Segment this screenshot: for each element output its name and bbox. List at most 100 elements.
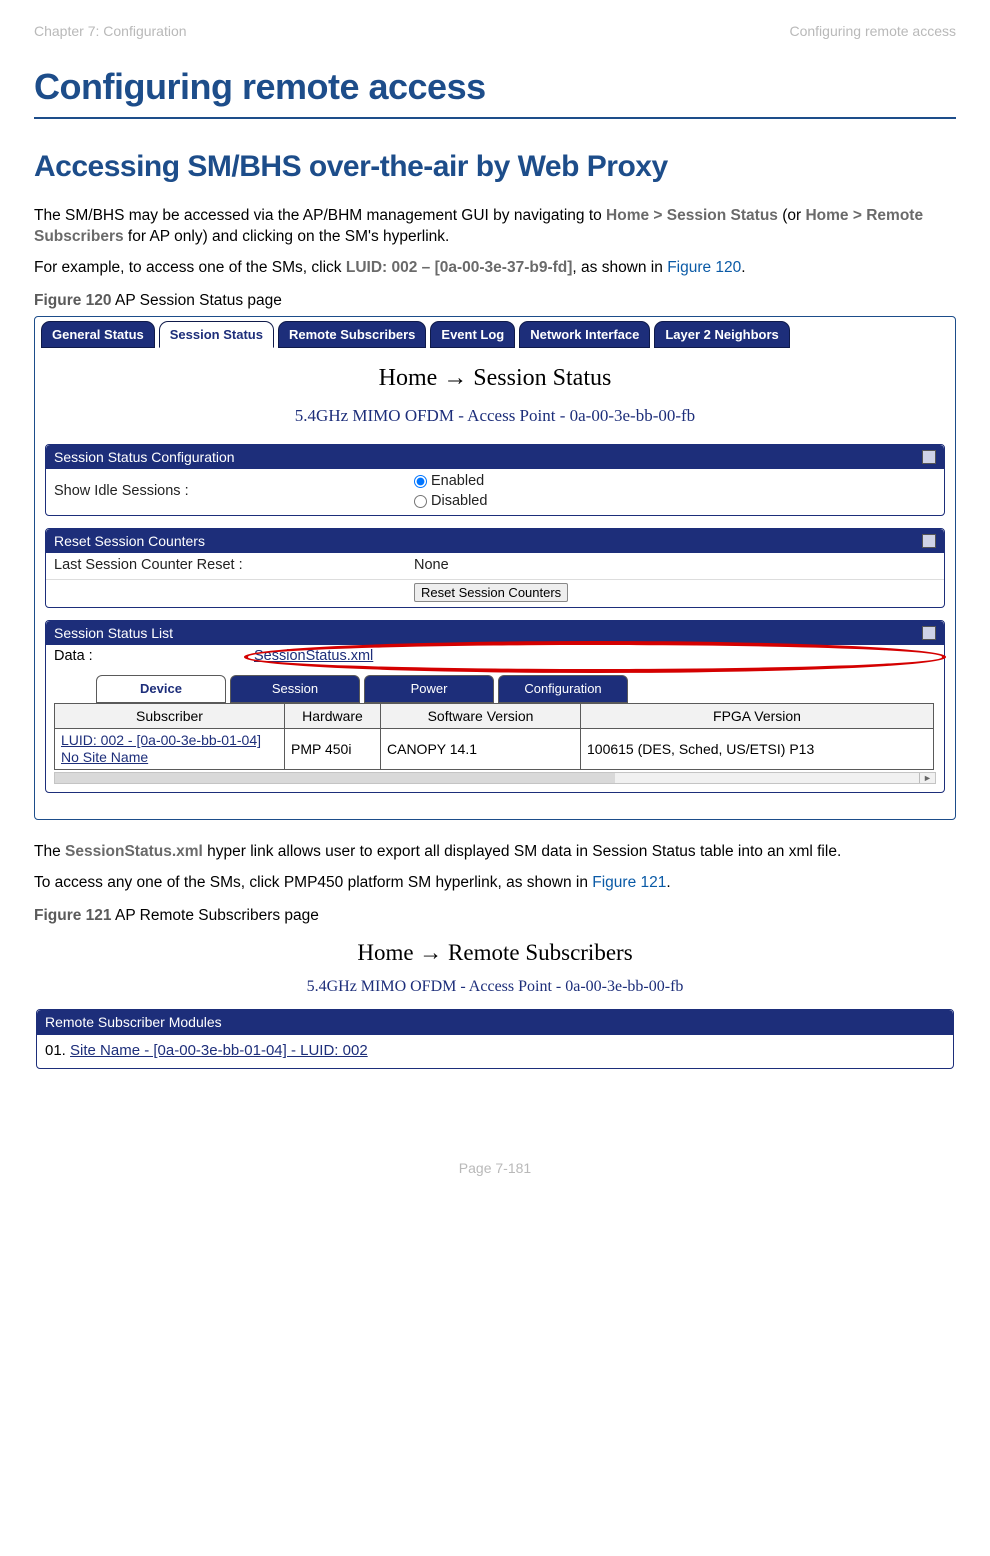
session-status-screenshot: General Status Session Status Remote Sub… xyxy=(34,316,956,820)
radio-enabled-input[interactable] xyxy=(414,475,427,488)
text: (or xyxy=(778,207,806,224)
row-index: 01. xyxy=(45,1042,66,1059)
panel-title: Remote Subscriber Modules xyxy=(45,1013,222,1032)
header-right: Configuring remote access xyxy=(789,22,956,41)
breadcrumb-home-2: Home xyxy=(805,207,848,224)
scroll-right-icon[interactable]: ► xyxy=(919,773,935,783)
tab-remote-subscribers[interactable]: Remote Subscribers xyxy=(278,321,426,349)
subscriber-luid-link[interactable]: LUID: 002 - [0a-00-3e-bb-01-04] xyxy=(61,732,278,749)
field-label: Show Idle Sessions : xyxy=(54,482,414,502)
text: hyper link allows user to export all dis… xyxy=(203,843,841,860)
cell-hardware: PMP 450i xyxy=(285,729,381,770)
radio-group: Enabled Disabled xyxy=(414,472,936,511)
col-subscriber: Subscriber xyxy=(55,703,285,729)
figure-120-link[interactable]: Figure 120 xyxy=(667,259,741,276)
cell-subscriber: LUID: 002 - [0a-00-3e-bb-01-04] No Site … xyxy=(55,729,285,770)
breadcrumb-session-status: Session Status xyxy=(667,207,778,224)
inner-tab-device[interactable]: Device xyxy=(96,675,226,703)
table-header-row: Subscriber Hardware Software Version FPG… xyxy=(55,703,934,729)
radio-disabled[interactable]: Disabled xyxy=(414,492,936,512)
luid-reference: LUID: 002 – [0a-00-3e-37-b9-fd] xyxy=(346,259,573,276)
tab-event-log[interactable]: Event Log xyxy=(430,321,515,349)
panel-header: Session Status Configuration xyxy=(46,445,944,470)
collapse-icon[interactable] xyxy=(922,450,936,464)
table-row: LUID: 002 - [0a-00-3e-bb-01-04] No Site … xyxy=(55,729,934,770)
field-value: None xyxy=(414,556,936,576)
collapse-icon[interactable] xyxy=(922,626,936,640)
col-software: Software Version xyxy=(381,703,581,729)
session-status-xml-link[interactable]: SessionStatus.xml xyxy=(254,648,373,664)
panel-reset-counters: Reset Session Counters Last Session Coun… xyxy=(45,528,945,608)
page-header: Chapter 7: Configuration Configuring rem… xyxy=(34,22,956,41)
reset-counters-button[interactable]: Reset Session Counters xyxy=(414,583,568,602)
top-tab-bar: General Status Session Status Remote Sub… xyxy=(39,317,951,349)
figure-text: AP Remote Subscribers page xyxy=(112,907,319,924)
figure-text: AP Session Status page xyxy=(112,292,282,309)
section-title: Configuring remote access xyxy=(34,63,956,112)
text: The SM/BHS may be accessed via the AP/BH… xyxy=(34,207,606,224)
panel-title: Session Status Configuration xyxy=(54,448,235,467)
radio-disabled-input[interactable] xyxy=(414,495,427,508)
tab-layer2-neighbors[interactable]: Layer 2 Neighbors xyxy=(654,321,789,349)
paragraph-4: To access any one of the SMs, click PMP4… xyxy=(34,873,956,894)
panel-title: Session Status List xyxy=(54,624,173,643)
paragraph-3: The SessionStatus.xml hyper link allows … xyxy=(34,842,956,863)
figure-label: Figure 120 xyxy=(34,292,112,309)
reset-button-row: Reset Session Counters xyxy=(46,579,944,607)
inner-tab-session[interactable]: Session xyxy=(230,675,360,703)
radio-label: Enabled xyxy=(431,473,484,489)
text: for AP only) and clicking on the SM's hy… xyxy=(124,228,450,245)
field-label: Data : xyxy=(54,647,254,667)
text: . xyxy=(741,259,745,276)
page-subhead: 5.4GHz MIMO OFDM - Access Point - 0a-00-… xyxy=(39,405,951,428)
remote-subscribers-screenshot: Home → Remote Subscribers 5.4GHz MIMO OF… xyxy=(34,937,956,1069)
breadcrumb-home: Home xyxy=(606,207,649,224)
cell-fpga: 100615 (DES, Sched, US/ETSI) P13 xyxy=(581,729,934,770)
session-table: Subscriber Hardware Software Version FPG… xyxy=(54,703,934,770)
col-hardware: Hardware xyxy=(285,703,381,729)
subsection-title: Accessing SM/BHS over-the-air by Web Pro… xyxy=(34,147,956,188)
breadcrumb-sep-2: > xyxy=(849,207,867,224)
show-idle-row: Show Idle Sessions : Enabled Disabled xyxy=(46,469,944,514)
subscriber-site-link[interactable]: No Site Name xyxy=(61,749,278,766)
intro-paragraph-2: For example, to access one of the SMs, c… xyxy=(34,258,956,279)
figure-121-caption: Figure 121 AP Remote Subscribers page xyxy=(34,906,956,927)
panel-session-status-config: Session Status Configuration Show Idle S… xyxy=(45,444,945,516)
radio-enabled[interactable]: Enabled xyxy=(414,472,936,492)
text: For example, to access one of the SMs, c… xyxy=(34,259,346,276)
col-fpga: FPGA Version xyxy=(581,703,934,729)
text: . xyxy=(666,874,670,891)
panel-session-status-list: Session Status List Data : SessionStatus… xyxy=(45,620,945,793)
section-rule xyxy=(34,117,956,119)
breadcrumb-sep: > xyxy=(649,207,667,224)
text: , as shown in xyxy=(572,259,667,276)
tab-general-status[interactable]: General Status xyxy=(41,321,155,349)
page-footer: Page 7-181 xyxy=(34,1159,956,1178)
tab-network-interface[interactable]: Network Interface xyxy=(519,321,650,349)
tab-session-status[interactable]: Session Status xyxy=(159,321,274,349)
rs-subhead: 5.4GHz MIMO OFDM - Access Point - 0a-00-… xyxy=(34,976,956,998)
rs-page-title: Home → Remote Subscribers xyxy=(34,937,956,968)
horizontal-scrollbar[interactable]: ◄ ► xyxy=(54,772,936,784)
inner-tab-configuration[interactable]: Configuration xyxy=(498,675,628,703)
scroll-thumb[interactable] xyxy=(55,773,615,783)
text: The xyxy=(34,843,65,860)
text: To access any one of the SMs, click PMP4… xyxy=(34,874,592,891)
rs-panel-header: Remote Subscriber Modules xyxy=(37,1010,953,1035)
remote-subscriber-link[interactable]: Site Name - [0a-00-3e-bb-01-04] - LUID: … xyxy=(70,1042,368,1059)
rs-panel: Remote Subscriber Modules 01. Site Name … xyxy=(36,1009,954,1068)
figure-121-link[interactable]: Figure 121 xyxy=(592,874,666,891)
page-title: Home → Session Status xyxy=(39,362,951,394)
last-reset-row: Last Session Counter Reset : None xyxy=(46,553,944,579)
intro-paragraph-1: The SM/BHS may be accessed via the AP/BH… xyxy=(34,206,956,248)
rs-panel-body: 01. Site Name - [0a-00-3e-bb-01-04] - LU… xyxy=(37,1035,953,1067)
figure-120-caption: Figure 120 AP Session Status page xyxy=(34,291,956,312)
inner-tab-power[interactable]: Power xyxy=(364,675,494,703)
data-link-row: Data : SessionStatus.xml xyxy=(46,645,944,669)
inner-tab-bar: Device Session Power Configuration xyxy=(96,675,944,703)
session-status-xml-name: SessionStatus.xml xyxy=(65,843,203,860)
panel-title: Reset Session Counters xyxy=(54,532,205,551)
collapse-icon[interactable] xyxy=(922,534,936,548)
figure-label: Figure 121 xyxy=(34,907,112,924)
panel-header: Reset Session Counters xyxy=(46,529,944,554)
